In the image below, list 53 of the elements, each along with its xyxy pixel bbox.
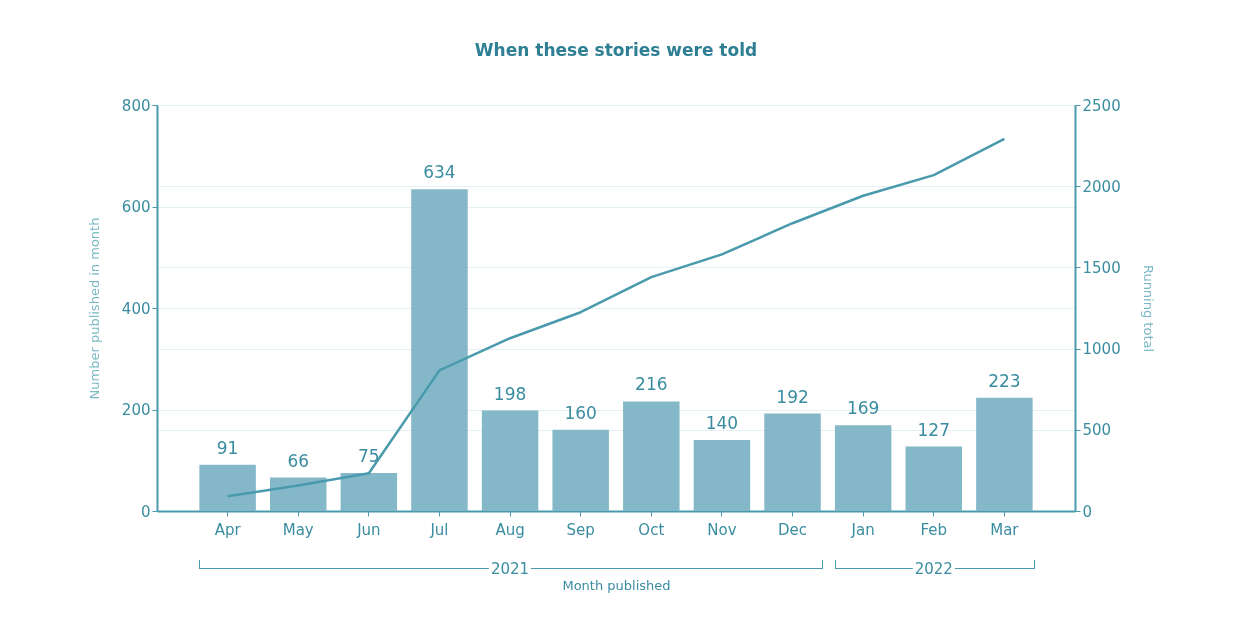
data-label: 91 (216, 437, 239, 458)
data-label: 634 (423, 162, 456, 183)
data-label: 66 (287, 450, 310, 471)
x-tick-label: Jun (356, 520, 381, 539)
y-axis-title: Number published in month (86, 217, 102, 400)
data-label: 160 (564, 402, 597, 423)
data-label: 223 (988, 370, 1021, 391)
x-tick-label: Feb (920, 520, 948, 539)
x-tick-label: Aug (495, 520, 525, 539)
data-label: 140 (705, 412, 739, 433)
y-tick-label: 0 (140, 502, 151, 521)
data-label: 192 (776, 386, 809, 407)
x-tick-label: Mar (990, 520, 1020, 539)
x-tick-label: Nov (707, 520, 737, 539)
bar (834, 425, 892, 511)
x-tick-label: May (282, 520, 314, 539)
y2-tick-label: 0 (1082, 502, 1093, 521)
data-label: 198 (493, 383, 527, 404)
bar (693, 439, 751, 511)
chart-title: When these stories were told (474, 40, 758, 60)
y-tick-label: 800 (121, 96, 151, 115)
x-axis-title: Month published (562, 577, 671, 593)
data-label: 216 (635, 374, 668, 395)
bar (976, 397, 1033, 511)
x-tick-label: Jan (850, 520, 875, 539)
bar (764, 413, 821, 511)
bar (481, 410, 539, 511)
data-label: 169 (846, 398, 880, 419)
bar (623, 401, 680, 511)
x-tick-label: Apr (214, 520, 242, 539)
bar (340, 472, 398, 511)
y2-axis-title: Running total (1140, 264, 1156, 353)
x-tick-label: Jul (429, 520, 449, 539)
x-tick-label: Dec (778, 520, 808, 539)
y2-tick-label: 1500 (1082, 258, 1121, 277)
y-tick-label: 200 (121, 401, 151, 419)
bar (199, 464, 256, 511)
y-tick-label: 600 (121, 198, 151, 216)
bar (552, 429, 609, 511)
y2-tick-label: 2000 (1082, 177, 1121, 196)
bar (905, 446, 963, 511)
y2-tick-label: 2500 (1082, 96, 1121, 115)
bar (269, 477, 327, 511)
x-tick-label: Oct (638, 520, 665, 539)
x-tick-label: Sep (566, 520, 595, 539)
y-tick-label: 400 (121, 299, 151, 318)
y2-tick-label: 500 (1082, 421, 1112, 440)
data-label: 127 (917, 419, 950, 440)
text: 2021 (488, 560, 532, 578)
data-label: 75 (358, 445, 380, 466)
y2-tick-label: 1000 (1082, 340, 1121, 359)
bar (411, 189, 468, 511)
text: 2022 (912, 560, 955, 578)
